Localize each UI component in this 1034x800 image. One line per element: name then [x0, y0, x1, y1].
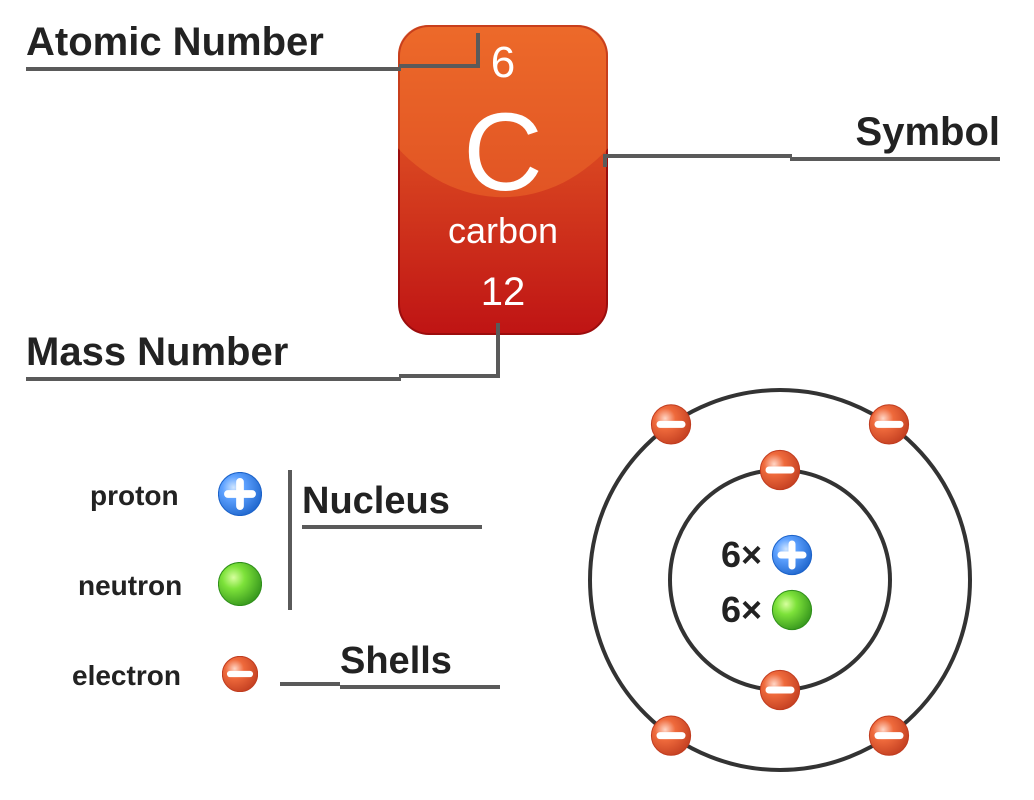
- electron-icon: [651, 405, 690, 444]
- atom-model: 6× 6×: [0, 0, 1034, 800]
- neutron-icon: [772, 590, 811, 629]
- electron-icon: [760, 670, 799, 709]
- proton-icon: [772, 535, 811, 574]
- inner-orbit: [670, 470, 890, 690]
- electron-icon: [869, 405, 908, 444]
- nucleus-count-proton: 6×: [721, 534, 762, 575]
- nucleus-count-neutron: 6×: [721, 589, 762, 630]
- electron-icon: [651, 716, 690, 755]
- outer-orbit: [590, 390, 970, 770]
- electron-icon: [869, 716, 908, 755]
- electron-icon: [760, 450, 799, 489]
